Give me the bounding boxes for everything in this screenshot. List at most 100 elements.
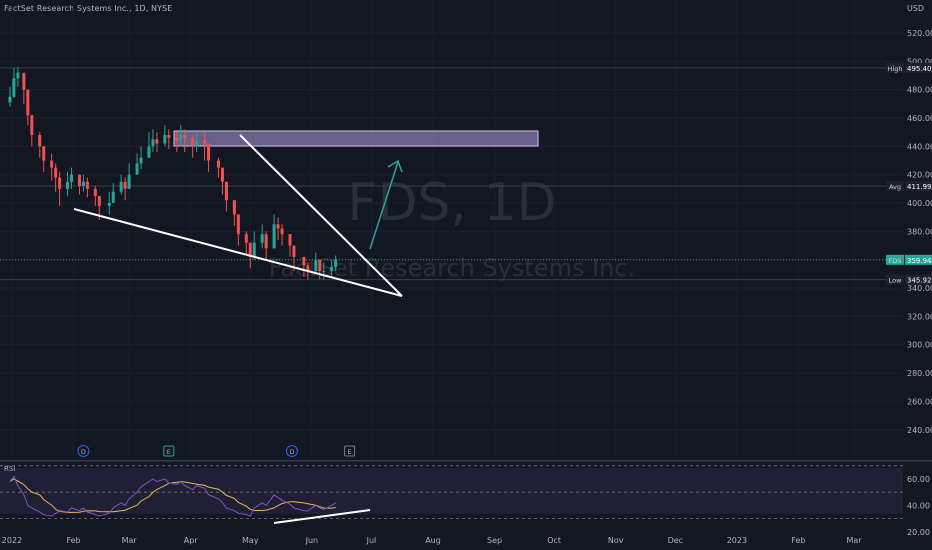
candle bbox=[264, 231, 268, 260]
candlesticks bbox=[8, 67, 338, 280]
candle bbox=[280, 224, 284, 246]
candle bbox=[22, 72, 26, 104]
marker-value: 345.92 bbox=[907, 277, 932, 285]
candle bbox=[123, 177, 127, 201]
chart-title: FactSet Research Systems Inc., 1D, NYSE bbox=[4, 4, 173, 13]
candle bbox=[139, 146, 143, 170]
svg-text:E: E bbox=[167, 448, 171, 456]
time-tick-label: Apr bbox=[184, 536, 199, 545]
earnings-marker[interactable]: E bbox=[163, 445, 175, 457]
candle bbox=[16, 67, 20, 87]
price-tick-label: 400.00 bbox=[907, 199, 932, 208]
marker-value: 411.99 bbox=[907, 183, 932, 191]
candle bbox=[42, 146, 46, 172]
candle bbox=[232, 200, 236, 226]
candle bbox=[50, 153, 54, 181]
candle bbox=[207, 143, 211, 172]
candle bbox=[81, 174, 85, 192]
candle bbox=[224, 181, 228, 212]
watermark-symbol: FDS, 1D bbox=[347, 173, 556, 233]
candle bbox=[151, 129, 155, 153]
price-tick-label: 420.00 bbox=[907, 171, 932, 180]
candle bbox=[183, 129, 187, 153]
time-tick-label: Sep bbox=[487, 536, 502, 545]
rsi-axis[interactable]: 60.00 40.00 20.00 bbox=[907, 475, 930, 537]
candle bbox=[26, 89, 30, 126]
candle bbox=[12, 67, 16, 99]
time-tick-label: Jun bbox=[305, 536, 319, 545]
candle bbox=[334, 255, 338, 272]
candle bbox=[322, 262, 326, 280]
candle bbox=[236, 214, 240, 246]
candle bbox=[66, 171, 70, 196]
candle bbox=[147, 132, 151, 158]
wedge-lower-trendline[interactable] bbox=[73, 208, 403, 297]
candle bbox=[272, 214, 276, 249]
marker-label-bg bbox=[886, 62, 904, 73]
candle bbox=[93, 186, 97, 206]
svg-text:D: D bbox=[289, 448, 294, 456]
candle bbox=[8, 86, 12, 107]
currency-label: USD bbox=[907, 4, 925, 13]
marker-label-bg bbox=[886, 254, 904, 265]
candle bbox=[216, 157, 220, 178]
time-tick-label: Mar bbox=[122, 536, 138, 545]
candle bbox=[276, 217, 280, 240]
price-tick-label: 520.00 bbox=[907, 29, 932, 38]
marker-value-bg bbox=[905, 181, 932, 192]
marker-value: 359.94 bbox=[907, 257, 932, 265]
marker-label-bg bbox=[886, 181, 904, 192]
rsi-pane-separator[interactable] bbox=[0, 460, 932, 462]
rsi-bands bbox=[0, 465, 903, 519]
dividend-marker[interactable]: D bbox=[77, 445, 90, 457]
price-axis[interactable]: 520.00 500.00 480.00 460.00 440.00 420.00 400.… bbox=[907, 29, 932, 435]
time-tick-label: Mar bbox=[847, 536, 863, 545]
svg-text:E: E bbox=[348, 448, 352, 456]
candle bbox=[167, 129, 171, 150]
time-tick-label: Jul bbox=[366, 536, 377, 545]
time-tick-label: Nov bbox=[608, 536, 624, 545]
candle bbox=[155, 132, 159, 153]
marker-label-bg bbox=[886, 274, 904, 285]
price-tick-label: 320.00 bbox=[907, 312, 932, 321]
candle bbox=[302, 256, 306, 277]
marker-value: 495.40 bbox=[907, 65, 932, 73]
time-tick-label: Feb bbox=[791, 536, 805, 545]
price-tick-label: 440.00 bbox=[907, 142, 932, 151]
grid-lines bbox=[0, 32, 903, 431]
rsi-pane-label: RSI bbox=[4, 465, 16, 473]
candle bbox=[85, 177, 89, 198]
marker-value-bg bbox=[905, 62, 932, 73]
candle bbox=[191, 135, 195, 158]
rsi-line bbox=[9, 475, 336, 517]
projection-arrow[interactable] bbox=[369, 159, 403, 250]
wedge-upper-trendline[interactable] bbox=[239, 134, 403, 297]
candle bbox=[203, 132, 207, 161]
price-tick-label: 240.00 bbox=[907, 426, 932, 435]
time-axis[interactable]: 2022 Feb Mar Apr May Jun Jul Aug Sep Oct Nov Dec 202… bbox=[2, 536, 863, 545]
price-tick-label: 300.00 bbox=[907, 341, 932, 350]
candle bbox=[70, 167, 74, 189]
dividend-marker[interactable]: D bbox=[285, 445, 298, 457]
time-tick-label: May bbox=[242, 536, 259, 545]
time-tick-label: 2022 bbox=[2, 536, 22, 545]
candle bbox=[38, 132, 42, 158]
candle bbox=[260, 224, 264, 249]
price-tick-label: 380.00 bbox=[907, 227, 932, 236]
candle bbox=[288, 234, 292, 257]
candle bbox=[77, 174, 81, 195]
time-tick-label: Feb bbox=[66, 536, 80, 545]
price-tick-label: 340.00 bbox=[907, 284, 932, 293]
earnings-marker[interactable]: E bbox=[344, 445, 356, 457]
candle bbox=[135, 153, 139, 175]
candle bbox=[314, 252, 318, 274]
time-tick-label: Oct bbox=[547, 536, 561, 545]
rsi-band-fill bbox=[0, 468, 903, 514]
candle bbox=[330, 259, 334, 277]
resistance-zone[interactable] bbox=[173, 130, 539, 147]
rsi-divergence-trendline[interactable] bbox=[273, 509, 371, 524]
candle bbox=[54, 163, 58, 192]
rsi-tick-label: 60.00 bbox=[907, 475, 930, 484]
